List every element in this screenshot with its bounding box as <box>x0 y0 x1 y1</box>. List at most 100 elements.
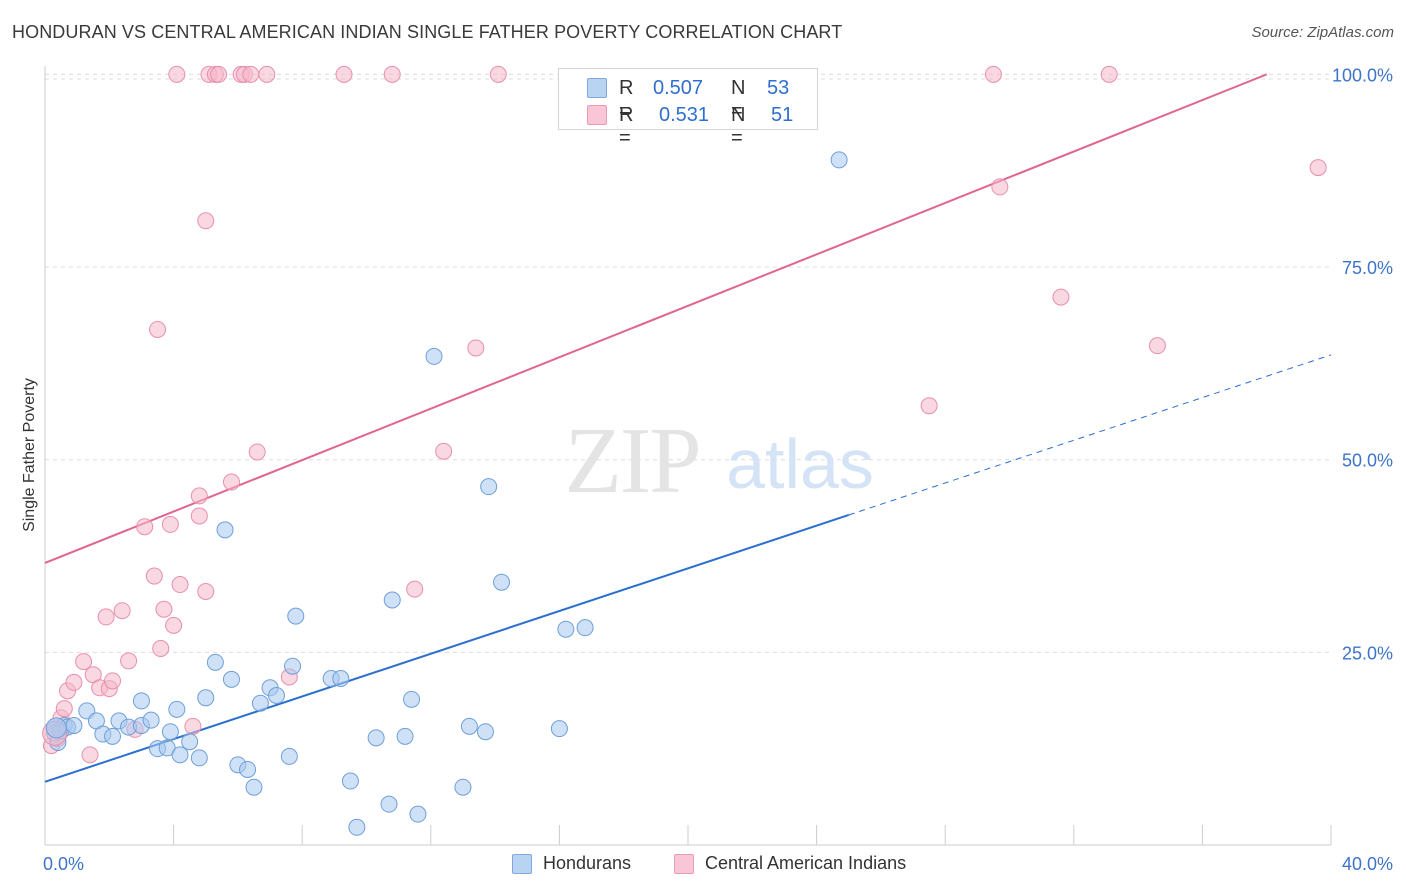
correlation-legend: R = 0.507 N = 53 R = 0.531 N = 51 <box>558 68 818 149</box>
point-hondurans <box>557 620 575 638</box>
y-tick-label: 50.0% <box>1342 451 1393 471</box>
point-hondurans <box>132 692 150 710</box>
legend-swatch-blue <box>587 78 607 98</box>
point-central-american-indians <box>65 673 83 691</box>
point-hondurans <box>348 818 366 836</box>
point-hondurans <box>341 772 359 790</box>
legend-r-label: R = <box>619 77 634 122</box>
point-hondurans <box>142 711 160 729</box>
point-hondurans <box>245 778 263 796</box>
point-central-american-indians <box>161 515 179 533</box>
y-tick-label: 25.0% <box>1342 643 1393 663</box>
point-central-american-indians <box>435 442 453 460</box>
point-hondurans <box>171 746 189 764</box>
points-layer <box>42 65 1327 836</box>
point-central-american-indians <box>383 65 401 83</box>
point-hondurans <box>576 619 594 637</box>
legend-label-central-american-indians: Central American Indians <box>705 853 907 873</box>
point-central-american-indians <box>489 65 507 83</box>
point-central-american-indians <box>242 65 260 83</box>
point-central-american-indians <box>190 487 208 505</box>
point-cluster-hondurans <box>45 717 67 739</box>
point-central-american-indians <box>1148 337 1166 355</box>
point-hondurans <box>197 689 215 707</box>
watermark-zip: ZIP <box>565 409 700 513</box>
point-hondurans <box>383 591 401 609</box>
point-central-american-indians <box>335 65 353 83</box>
point-central-american-indians <box>97 608 115 626</box>
legend-n-value: 51 <box>771 104 794 126</box>
point-central-american-indians <box>406 580 424 598</box>
point-central-american-indians <box>165 616 183 634</box>
point-central-american-indians <box>104 672 122 690</box>
point-central-american-indians <box>145 567 163 585</box>
point-hondurans <box>104 727 122 745</box>
point-hondurans <box>480 478 498 496</box>
legend-swatch-hondurans <box>512 854 532 874</box>
point-central-american-indians <box>984 65 1002 83</box>
axis-layer <box>44 66 1332 846</box>
x-tick-label: 40.0% <box>1342 854 1393 874</box>
point-hondurans <box>476 723 494 741</box>
point-central-american-indians <box>184 717 202 735</box>
grid-layer <box>45 73 1331 653</box>
x-tick-label: 0.0% <box>43 854 84 874</box>
trend-line-hondurans-extension <box>848 354 1332 516</box>
point-central-american-indians <box>467 339 485 357</box>
point-central-american-indians <box>113 602 131 620</box>
point-hondurans <box>190 749 208 767</box>
legend-label-hondurans: Hondurans <box>543 853 632 873</box>
point-hondurans <box>280 747 298 765</box>
watermark-atlas: atlas <box>726 425 874 503</box>
point-hondurans <box>251 694 269 712</box>
legend-r-value: 0.531 <box>659 104 710 126</box>
point-central-american-indians <box>149 320 167 338</box>
point-hondurans <box>161 723 179 741</box>
point-hondurans <box>267 686 285 704</box>
point-central-american-indians <box>920 397 938 415</box>
point-hondurans <box>367 729 385 747</box>
watermark: ZIP atlas <box>565 409 874 513</box>
point-central-american-indians <box>1052 288 1070 306</box>
tick-labels: 25.0% 50.0% 75.0% 100.0% 0.0% 40.0% <box>43 65 1393 874</box>
legend-swatch-pink <box>587 105 607 125</box>
point-hondurans <box>65 717 83 735</box>
point-central-american-indians <box>991 178 1009 196</box>
point-central-american-indians <box>155 600 173 618</box>
point-central-american-indians <box>210 65 228 83</box>
point-central-american-indians <box>1100 65 1118 83</box>
point-hondurans <box>287 607 305 625</box>
point-hondurans <box>206 653 224 671</box>
trend-line-hondurans <box>44 514 850 783</box>
point-central-american-indians <box>136 518 154 536</box>
point-hondurans <box>380 795 398 813</box>
point-hondurans <box>332 670 350 688</box>
point-hondurans <box>396 727 414 745</box>
legend-n-label: N = <box>731 104 746 149</box>
trend-layer <box>44 73 1332 783</box>
point-central-american-indians <box>120 652 138 670</box>
point-central-american-indians <box>197 582 215 600</box>
point-hondurans <box>830 151 848 169</box>
point-central-american-indians <box>168 65 186 83</box>
point-central-american-indians <box>248 443 266 461</box>
trend-line-central-american-indians <box>44 73 1268 564</box>
point-hondurans <box>216 521 234 539</box>
y-axis-label: Single Father Poverty <box>21 378 38 532</box>
point-central-american-indians <box>152 639 170 657</box>
point-hondurans <box>222 670 240 688</box>
legend-swatch-central-american-indians <box>674 854 694 874</box>
point-central-american-indians <box>55 700 73 718</box>
point-central-american-indians <box>75 653 93 671</box>
y-tick-label: 75.0% <box>1342 258 1393 278</box>
legend-n-value: 53 <box>767 77 790 99</box>
legend-n-label: N = <box>731 77 746 122</box>
point-central-american-indians <box>81 746 99 764</box>
point-hondurans <box>409 805 427 823</box>
point-hondurans <box>550 720 568 738</box>
point-hondurans <box>181 733 199 751</box>
point-hondurans <box>493 573 511 591</box>
point-hondurans <box>168 700 186 718</box>
point-hondurans <box>460 717 478 735</box>
